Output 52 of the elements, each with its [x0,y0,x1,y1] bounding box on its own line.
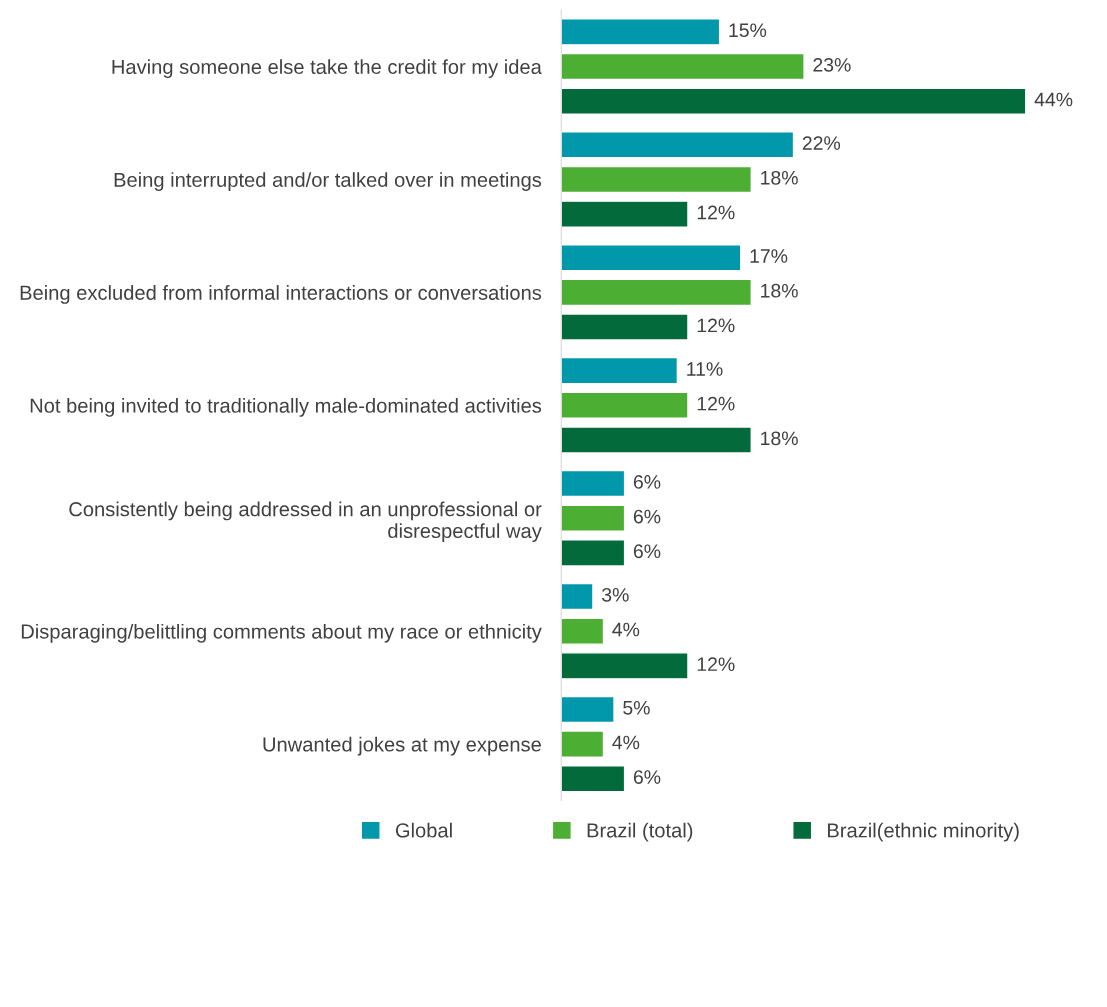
y-tick-label: Being excluded from informal interactions or conversations [20,285,542,304]
data-label: 12% [697,396,735,411]
y-tick-label: Consistently being addressed in an unprofessional or disrespectful way [69,501,542,543]
legend-label: Brazil(ethnic minority) [828,822,1019,842]
bar [561,469,626,498]
bar [561,391,689,419]
bar [561,200,689,228]
bar [561,131,795,159]
bar [561,617,605,645]
data-label: 4% [612,622,640,637]
y-tick-label: Unwanted jokes at my expense [263,736,541,756]
data-label: 12% [697,657,735,671]
data-label: 4% [612,735,640,750]
bar [561,18,721,46]
bar [561,244,742,272]
bar [561,87,1027,115]
bar [561,652,689,680]
data-label: 18% [761,170,798,185]
data-label: 11% [687,362,723,376]
bar [561,426,752,454]
data-label: 15% [729,23,767,38]
bar [561,539,626,567]
data-label: 12% [697,318,735,333]
bar [561,52,805,81]
y-tick-label: Disparaging/belittling comments about my race or ethnicity [21,623,542,643]
bar [561,356,679,385]
data-label: 18% [761,431,798,446]
bar [561,504,626,532]
data-label: 5% [623,700,650,715]
bar [561,278,752,307]
legend-label: Global [395,822,452,838]
data-label: 3% [602,587,629,602]
data-label: 6% [633,770,661,784]
data-label: 12% [697,205,735,220]
y-tick-label: Being interrupted and/or talked over in meetings [114,172,542,191]
bar [561,165,752,194]
bar [561,730,605,758]
bar [561,695,615,724]
data-label: 6% [633,509,661,524]
bar [561,313,689,341]
data-label: 23% [813,57,851,72]
data-label: 18% [761,283,798,298]
bar [561,765,626,793]
y-tick-label: Having someone else take the credit for my idea [112,59,542,79]
y-tick-label: Not being invited to traditionally male-dominated activities [30,398,542,417]
bar [561,582,594,611]
data-label: 22% [802,136,841,150]
legend-label: Brazil (total) [587,822,693,842]
data-label: 17% [750,249,788,263]
data-label: 44% [1034,92,1073,107]
data-label: 6% [633,475,661,489]
data-label: 6% [633,544,661,559]
